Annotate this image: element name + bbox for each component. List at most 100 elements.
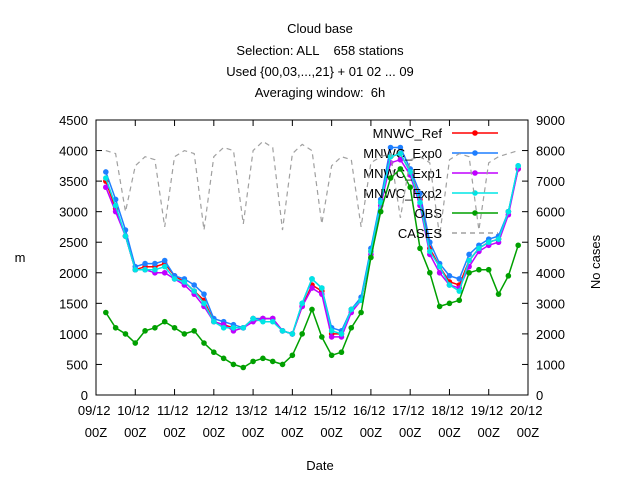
- data-point: [299, 300, 305, 307]
- x-tick-label: 18/12 00Z: [431, 403, 467, 440]
- data-point: [171, 276, 178, 282]
- data-point: [103, 169, 109, 175]
- data-point: [397, 166, 404, 172]
- data-point: [191, 328, 197, 334]
- data-point: [181, 279, 188, 285]
- chart-subtitle: Used {00,03,...,21} + 01 02 ... 09: [226, 64, 414, 79]
- data-point: [338, 349, 345, 356]
- data-point: [309, 306, 315, 313]
- data-point: [319, 334, 325, 340]
- plot-frame: [95, 119, 529, 396]
- data-point: [387, 175, 394, 181]
- data-point: [466, 251, 472, 258]
- y-tick-label: 3500: [59, 174, 88, 189]
- data-point: [466, 269, 472, 276]
- data-point: [122, 331, 129, 337]
- data-point: [397, 150, 404, 157]
- y2-tick-label: 8000: [536, 144, 565, 159]
- x-tick-label: 12/12 00Z: [196, 403, 232, 440]
- data-point: [201, 340, 207, 346]
- data-point: [397, 156, 404, 163]
- data-point: [132, 340, 139, 346]
- y2-tick-label: 4000: [536, 266, 565, 281]
- data-point: [142, 260, 148, 267]
- data-point: [220, 324, 227, 331]
- data-point: [289, 352, 296, 359]
- data-point: [485, 239, 492, 246]
- legend-label: MNWC_Exp2: [363, 186, 442, 201]
- data-point: [476, 245, 482, 252]
- data-point: [260, 318, 266, 325]
- data-point: [397, 144, 404, 151]
- data-point: [348, 324, 355, 331]
- x-tick-label: 17/12 00Z: [392, 403, 428, 440]
- y-tick-label: 4500: [59, 113, 88, 128]
- y-tick-label: 2500: [59, 235, 88, 250]
- y2-tick-label: 7000: [536, 174, 565, 189]
- y2-tick-label: 9000: [536, 113, 565, 128]
- data-point: [377, 208, 384, 215]
- data-point: [103, 309, 109, 316]
- x-tick-label: 14/12 00Z: [274, 403, 310, 440]
- data-point: [211, 318, 217, 325]
- data-point: [417, 199, 423, 206]
- data-point: [161, 263, 168, 270]
- data-point: [220, 355, 227, 362]
- data-point: [161, 269, 168, 276]
- data-point: [201, 291, 207, 297]
- data-point: [191, 282, 197, 288]
- data-point: [289, 331, 296, 337]
- data-point: [142, 266, 148, 273]
- data-point: [387, 144, 394, 151]
- series-line: [105, 146, 519, 335]
- data-point: [240, 364, 247, 371]
- x-tick-label: 20/12 00Z: [510, 403, 546, 440]
- data-point: [495, 236, 502, 242]
- legend-marker: [472, 170, 478, 176]
- data-point: [348, 306, 355, 313]
- data-point: [417, 245, 423, 252]
- y2-axis-label: No cases: [588, 234, 603, 289]
- y-tick-label: 500: [66, 357, 88, 372]
- data-point: [446, 300, 453, 307]
- chart-subtitle: Selection: ALL 658 stations: [236, 43, 404, 58]
- legend-marker: [472, 190, 478, 196]
- y-axis-label: m: [15, 250, 26, 265]
- data-point: [436, 269, 443, 276]
- legend-marker: [472, 130, 478, 136]
- data-point: [505, 208, 512, 215]
- data-point: [181, 331, 188, 337]
- data-point: [112, 202, 119, 209]
- data-point: [417, 190, 423, 197]
- x-tick-label: 10/12 00Z: [117, 403, 153, 440]
- data-point: [466, 257, 472, 264]
- data-point: [427, 248, 433, 255]
- data-point: [142, 328, 148, 334]
- data-point: [456, 297, 463, 304]
- data-point: [269, 358, 276, 365]
- data-point: [122, 233, 129, 239]
- data-point: [103, 184, 109, 191]
- legend-label: CASES: [398, 226, 442, 241]
- data-point: [161, 257, 168, 264]
- data-point: [456, 276, 463, 282]
- data-point: [269, 318, 276, 325]
- data-point: [495, 291, 502, 297]
- y-tick-label: 2000: [59, 266, 88, 281]
- data-point: [407, 169, 413, 175]
- data-point: [152, 266, 158, 273]
- x-tick-label: 16/12 00Z: [353, 403, 389, 440]
- data-point: [358, 309, 364, 316]
- data-point: [377, 199, 384, 206]
- data-point: [328, 328, 335, 334]
- legend-marker: [472, 150, 478, 156]
- data-point: [446, 273, 453, 279]
- data-point: [240, 324, 247, 331]
- x-tick-label: 19/12 00Z: [471, 403, 507, 440]
- data-point: [260, 355, 266, 362]
- legend-label: MNWC_Ref: [373, 126, 443, 141]
- data-point: [319, 285, 325, 291]
- data-point: [309, 276, 315, 282]
- y-tick-label: 4000: [59, 144, 88, 159]
- data-point: [161, 318, 168, 325]
